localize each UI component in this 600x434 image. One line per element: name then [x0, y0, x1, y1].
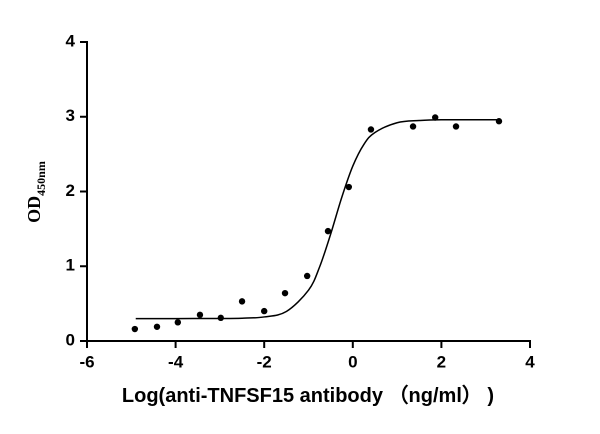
y-tick-label: 3 — [66, 106, 75, 125]
data-point — [452, 123, 460, 130]
x-tick-label: 2 — [437, 352, 446, 371]
x-axis-label: Log(anti-TNFSF15 antibody （ng/ml） ) — [122, 384, 494, 407]
x-tick-label: -2 — [257, 352, 272, 371]
y-label-subscript: 450nm — [34, 161, 48, 196]
data-point — [495, 118, 503, 125]
fit-curve — [135, 118, 499, 320]
data-point — [303, 272, 311, 280]
data-point — [153, 323, 161, 330]
y-tick-label: 1 — [66, 256, 75, 275]
y-tick-label: 2 — [66, 181, 75, 200]
data-point — [174, 319, 182, 326]
y-axis-label: OD450nm — [24, 161, 48, 223]
y-tick-label: 4 — [66, 31, 76, 50]
y-label-main: OD — [24, 196, 44, 223]
data-point — [131, 325, 139, 333]
data-point — [409, 123, 417, 130]
data-point — [238, 298, 246, 305]
data-point — [431, 114, 439, 121]
data-point — [324, 227, 332, 235]
x-tick-label: -4 — [168, 352, 184, 371]
x-tick-label: -6 — [79, 352, 94, 371]
data-point — [196, 311, 204, 319]
data-point — [281, 289, 289, 297]
y-tick-label: 0 — [66, 330, 75, 349]
data-point — [217, 314, 224, 322]
data-point — [261, 307, 268, 315]
x-tick-label: 0 — [348, 352, 357, 371]
data-point — [345, 183, 353, 191]
x-tick-label: 4 — [525, 352, 535, 371]
data-point — [367, 126, 375, 133]
